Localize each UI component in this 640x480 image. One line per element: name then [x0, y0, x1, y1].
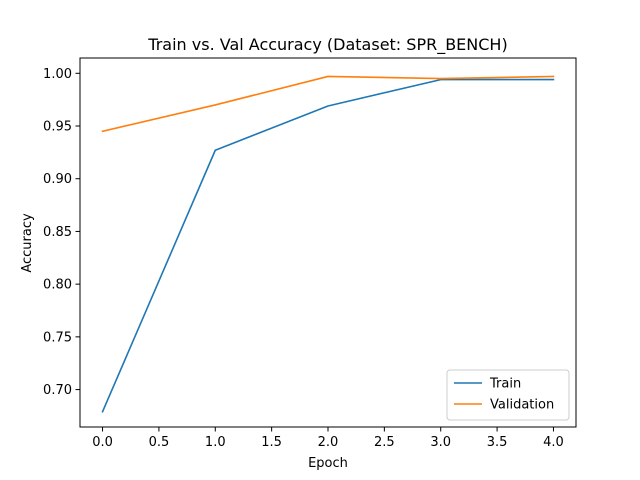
- x-axis-label: Epoch: [308, 456, 348, 471]
- x-tick-label: 1.5: [261, 435, 282, 450]
- x-tick-label: 2.5: [374, 435, 395, 450]
- x-tick-label: 1.0: [205, 435, 226, 450]
- chart-title: Train vs. Val Accuracy (Dataset: SPR_BEN…: [147, 35, 507, 55]
- legend: Train Validation: [446, 369, 570, 421]
- x-tick-label: 4.0: [543, 435, 564, 450]
- plot-area: 0.0 0.5 1.0 1.5 2.0 2.5 3.0 3.5 4.0 0.70 0.75 0.80 0…: [43, 57, 577, 450]
- axes-frame: [79, 57, 577, 428]
- x-tick-label: 3.5: [487, 435, 508, 450]
- legend-label-train: Train: [489, 377, 521, 392]
- y-tick-label: 0.70: [43, 383, 72, 398]
- y-tick-label: 0.85: [43, 225, 72, 240]
- x-tick-label: 0.0: [92, 435, 113, 450]
- legend-label-validation: Validation: [490, 398, 554, 413]
- y-tick-label: 0.90: [43, 172, 72, 187]
- series-line-validation: [101, 75, 555, 133]
- series-line-train: [101, 78, 555, 413]
- x-tick-label: 0.5: [149, 435, 170, 450]
- y-tick-label: 0.95: [43, 120, 72, 135]
- y-tick-label: 0.80: [43, 278, 72, 293]
- x-tick-label: 3.0: [430, 435, 451, 450]
- y-tick-label: 1.00: [43, 67, 72, 82]
- x-tick-label: 2.0: [318, 435, 339, 450]
- y-axis-label: Accuracy: [20, 213, 35, 273]
- y-tick-label: 0.75: [43, 330, 72, 345]
